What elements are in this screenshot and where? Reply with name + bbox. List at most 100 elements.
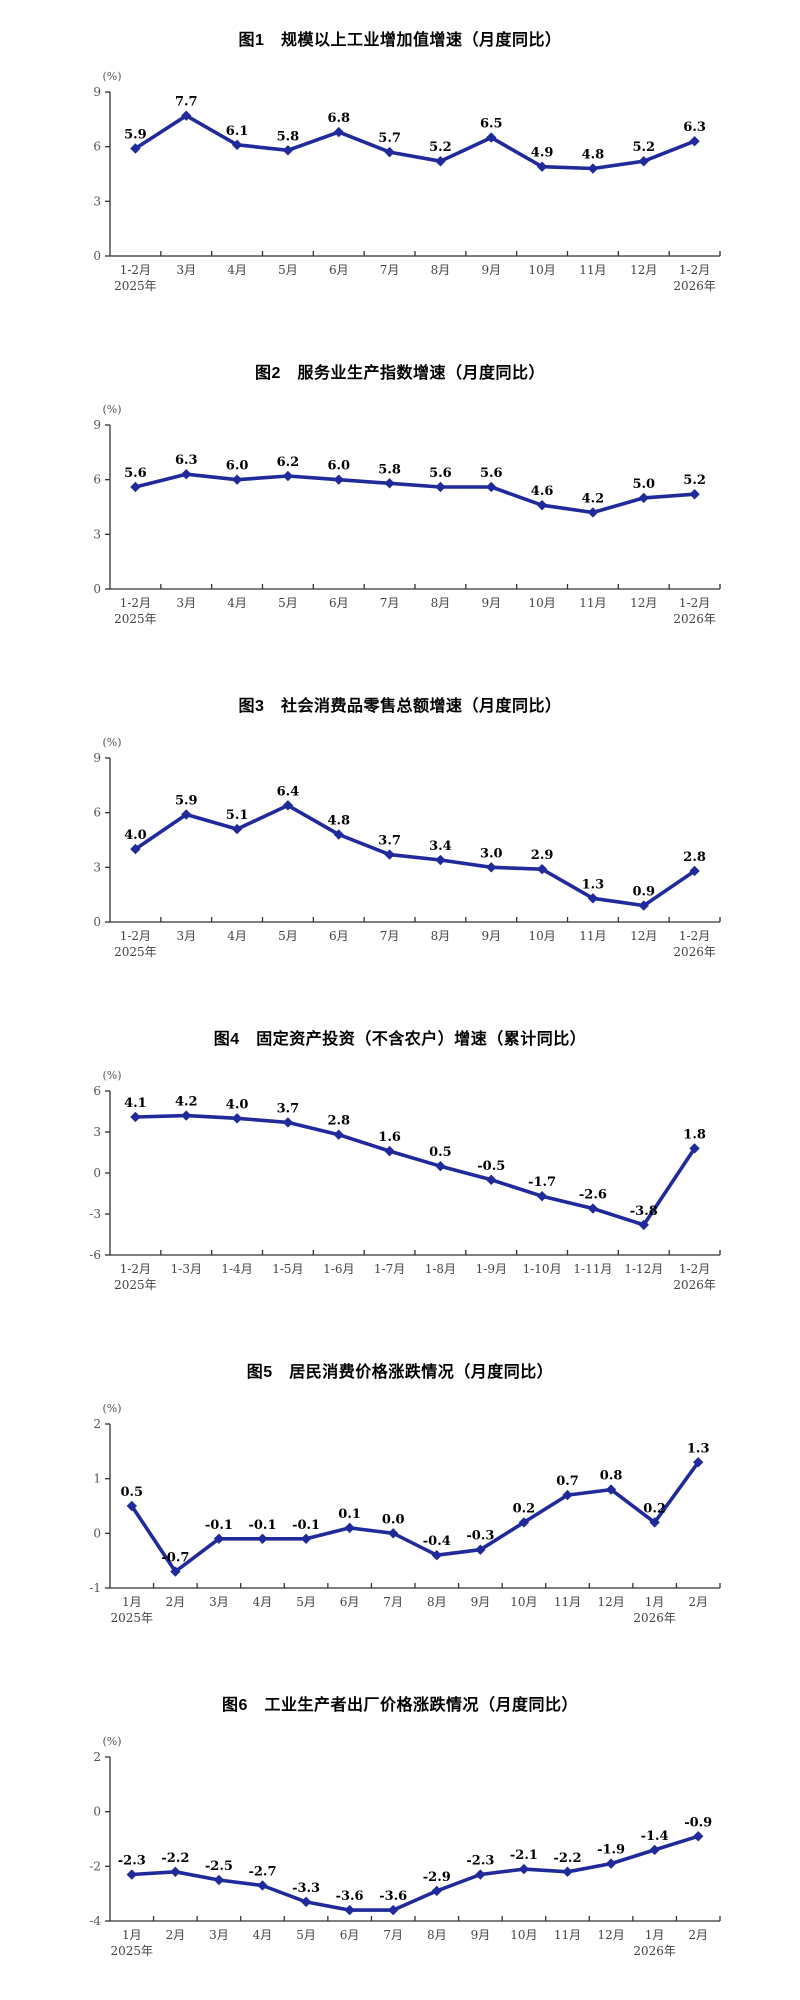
svg-text:4月: 4月	[253, 1928, 273, 1942]
svg-text:3.7: 3.7	[378, 833, 401, 848]
svg-text:5.6: 5.6	[480, 466, 503, 481]
line-chart-industrial-output: 0 3 6 9 (%) 5.9 7.7 6.1 5.8 6.8 5.7 5.2 6.5 4.9 4.8 5.2…	[70, 56, 730, 308]
svg-text:2月: 2月	[166, 1595, 186, 1609]
svg-text:-0.4: -0.4	[423, 1534, 451, 1549]
svg-text:1-12月: 1-12月	[624, 1262, 663, 1276]
svg-text:1-6月: 1-6月	[323, 1262, 354, 1276]
svg-text:5.2: 5.2	[632, 140, 655, 155]
svg-text:12月: 12月	[597, 1595, 624, 1609]
svg-text:1-2月: 1-2月	[679, 596, 710, 610]
chart-section-fixed-investment: 图4 固定资产投资（不含农户）增速（累计同比） -6 -3 0 3 6 (%) 4.1 4.2…	[0, 999, 800, 1332]
svg-text:6.0: 6.0	[327, 458, 350, 473]
svg-text:6月: 6月	[329, 263, 349, 277]
svg-text:3月: 3月	[176, 929, 196, 943]
svg-text:(%): (%)	[102, 403, 121, 416]
chart-title: 图5 居民消费价格涨跌情况（月度同比）	[246, 1363, 554, 1381]
svg-text:4.9: 4.9	[531, 145, 554, 160]
svg-text:11月: 11月	[579, 929, 606, 943]
svg-text:6.3: 6.3	[175, 453, 198, 468]
svg-text:3月: 3月	[209, 1595, 229, 1609]
svg-text:2026年: 2026年	[673, 945, 716, 959]
line-chart-ppi: -4 -2 0 2 (%) -2.3 -2.2 -2.5 -2.7 -3.3 -3.6 -3.6 -2.…	[70, 1721, 730, 1973]
svg-text:(%): (%)	[102, 1735, 121, 1748]
svg-text:9月: 9月	[481, 929, 501, 943]
svg-text:7月: 7月	[383, 1595, 403, 1609]
svg-text:1.3: 1.3	[582, 877, 605, 892]
svg-text:1-2月: 1-2月	[679, 1262, 710, 1276]
svg-text:1-4月: 1-4月	[221, 1262, 252, 1276]
svg-text:6: 6	[93, 805, 101, 819]
svg-text:5月: 5月	[278, 263, 298, 277]
svg-text:0.5: 0.5	[120, 1485, 143, 1500]
svg-text:9: 9	[93, 85, 101, 99]
chart-section-ppi: 图6 工业生产者出厂价格涨跌情况（月度同比） -4 -2 0 2 (%) -2.3 -2.2…	[0, 1665, 800, 1998]
svg-text:4月: 4月	[227, 596, 247, 610]
svg-text:1.3: 1.3	[687, 1441, 710, 1456]
svg-text:2月: 2月	[688, 1595, 708, 1609]
svg-text:2025年: 2025年	[114, 612, 157, 626]
svg-text:0: 0	[93, 1166, 101, 1180]
svg-text:2月: 2月	[688, 1928, 708, 1942]
svg-text:10月: 10月	[510, 1595, 537, 1609]
svg-text:1-2月: 1-2月	[679, 263, 710, 277]
svg-text:-2.1: -2.1	[510, 1848, 538, 1863]
svg-text:1月: 1月	[122, 1928, 142, 1942]
svg-text:6月: 6月	[340, 1928, 360, 1942]
line-chart-retail-sales: 0 3 6 9 (%) 4.0 5.9 5.1 6.4 4.8 3.7 3.4 3.0 2.9 1.3 0.9…	[70, 722, 730, 974]
svg-text:10月: 10月	[528, 929, 555, 943]
svg-text:4.0: 4.0	[124, 828, 147, 843]
svg-text:6.5: 6.5	[480, 116, 503, 131]
svg-text:0: 0	[93, 582, 101, 596]
line-chart-svg: 0 3 6 9(%) 4.0 5.9 5.1 6.4 4.8 3.7 3.4 3.0 2.9 1.3 0.9…	[93, 736, 721, 959]
line-chart-services-index: 0 3 6 9 (%) 5.6 6.3 6.0 6.2 6.0 5.8 5.6 5.6 4.6 4.2 5.0…	[70, 389, 730, 641]
svg-text:1-3月: 1-3月	[171, 1262, 202, 1276]
svg-text:1月: 1月	[645, 1928, 665, 1942]
chart-section-industrial-output: 图1 规模以上工业增加值增速（月度同比） 0 3 6 9 (%) 5.9 7.7 6.1 5.8…	[0, 0, 800, 333]
svg-text:3月: 3月	[176, 263, 196, 277]
svg-text:6月: 6月	[329, 929, 349, 943]
svg-text:-0.7: -0.7	[161, 1550, 189, 1565]
svg-text:5.0: 5.0	[632, 476, 655, 491]
svg-text:2月: 2月	[166, 1928, 186, 1942]
svg-text:2: 2	[93, 1417, 101, 1431]
svg-text:5.7: 5.7	[378, 131, 401, 146]
svg-text:1-2月: 1-2月	[120, 596, 151, 610]
svg-text:-1: -1	[89, 1581, 101, 1595]
svg-text:-0.1: -0.1	[292, 1517, 320, 1532]
svg-text:7月: 7月	[383, 1928, 403, 1942]
svg-text:3月: 3月	[209, 1928, 229, 1942]
svg-text:0.2: 0.2	[643, 1501, 666, 1516]
svg-text:4.8: 4.8	[327, 813, 350, 828]
svg-text:6.4: 6.4	[277, 784, 300, 799]
svg-text:0: 0	[93, 915, 101, 929]
svg-text:5.8: 5.8	[378, 462, 401, 477]
svg-text:(%): (%)	[102, 1402, 121, 1415]
svg-text:1-2月: 1-2月	[120, 263, 151, 277]
svg-text:-1.7: -1.7	[528, 1175, 556, 1190]
svg-text:(%): (%)	[102, 736, 121, 749]
svg-text:0.5: 0.5	[429, 1145, 452, 1160]
svg-text:1.6: 1.6	[378, 1130, 401, 1145]
svg-text:6月: 6月	[340, 1595, 360, 1609]
svg-text:5.6: 5.6	[124, 466, 147, 481]
line-chart-svg: -4 -2 0 2(%) -2.3 -2.2 -2.5 -2.7 -3.3 -3.6 -3.6 -2.…	[89, 1735, 721, 1958]
svg-text:7月: 7月	[380, 263, 400, 277]
svg-text:12月: 12月	[630, 263, 657, 277]
svg-text:4.0: 4.0	[226, 1097, 249, 1112]
svg-text:0.0: 0.0	[382, 1512, 405, 1527]
svg-text:-3: -3	[89, 1207, 101, 1221]
svg-text:11月: 11月	[579, 596, 606, 610]
svg-text:10月: 10月	[510, 1928, 537, 1942]
svg-text:12月: 12月	[597, 1928, 624, 1942]
svg-text:(%): (%)	[102, 70, 121, 83]
svg-text:2025年: 2025年	[114, 279, 157, 293]
svg-text:4.1: 4.1	[124, 1096, 147, 1111]
chart-title: 图2 服务业生产指数增速（月度同比）	[255, 364, 545, 382]
svg-text:-3.6: -3.6	[336, 1889, 364, 1904]
line-chart-svg: -6 -3 0 3 6(%) 4.1 4.2 4.0 3.7 2.8 1.6 0.5 -0.5 -1.7 -…	[89, 1069, 721, 1292]
svg-text:7月: 7月	[380, 929, 400, 943]
svg-text:5.2: 5.2	[429, 140, 452, 155]
svg-text:4月: 4月	[253, 1595, 273, 1609]
line-chart-svg: 0 3 6 9(%) 5.6 6.3 6.0 6.2 6.0 5.8 5.6 5.6 4.6 4.2 5.0…	[93, 403, 721, 626]
